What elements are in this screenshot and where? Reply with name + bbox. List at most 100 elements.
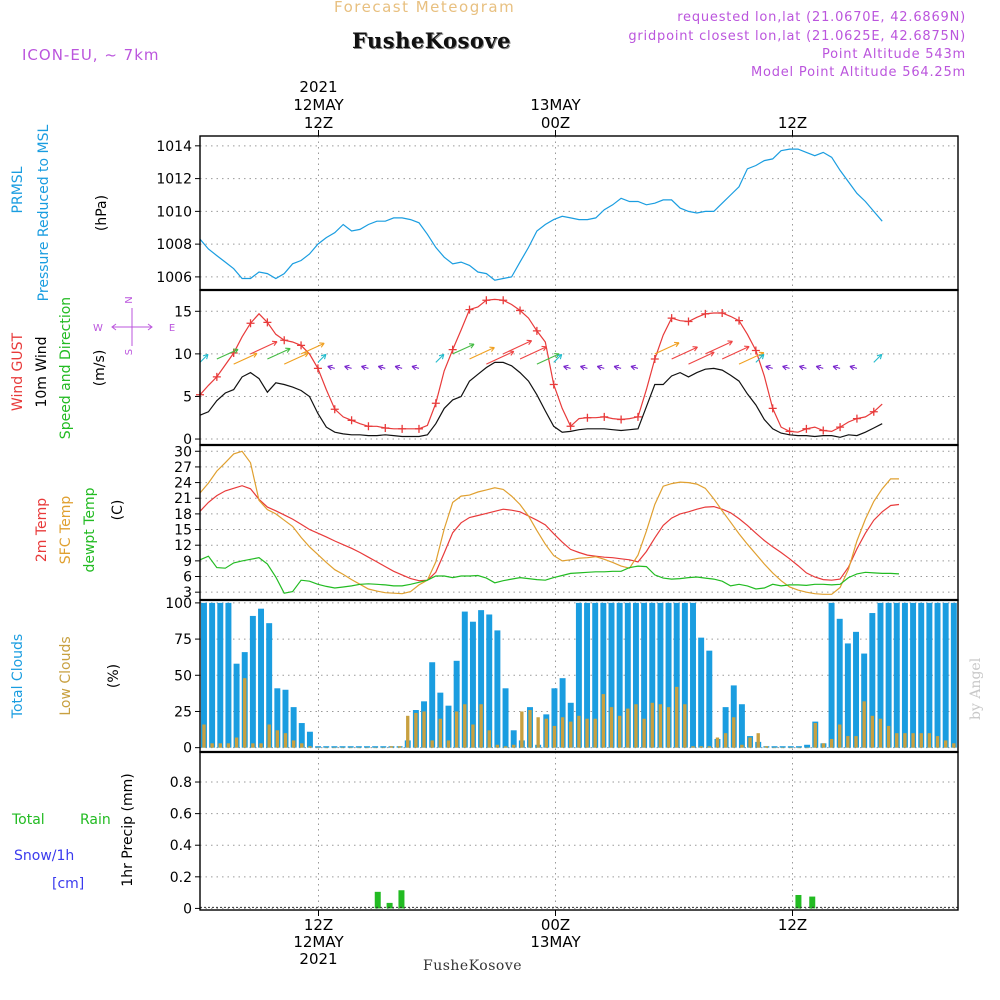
gust-marker [448,345,457,354]
bar-low-clouds [275,730,280,748]
gust-marker [836,423,845,432]
wind-arrow [553,354,563,363]
bar-low-clouds [357,747,361,749]
bar-low-clouds [699,746,703,748]
bar-low-clouds [813,723,817,748]
bar-low-clouds [748,737,752,748]
bar-total-clouds [918,602,925,748]
requested-coords: requested lon,lat (21.0670E, 42.6869N) [677,10,966,25]
bottom-time-label: 12Z [778,916,807,934]
bar-low-clouds [414,712,418,748]
wind-arrow-head [580,364,586,371]
wind-arrow [519,346,547,360]
wind-arrow [317,354,327,363]
bar-total-clouds [624,602,631,748]
bar-total-clouds [469,621,476,748]
wind-arrow [849,365,858,369]
wind-arrow [435,354,445,363]
wind-arrow-head [782,364,788,371]
gust-marker [212,372,221,381]
y-tick-label: 6 [183,570,192,586]
bar-total-clouds [893,602,900,748]
bar-total-clouds [722,707,729,748]
bar-total-clouds [690,602,696,748]
bar-total-clouds [706,650,713,748]
bar-low-clouds [332,747,337,749]
bar-total-clouds [836,618,843,748]
bar-low-clouds [838,724,842,748]
wind-arrow-head [832,364,839,371]
bar-low-clouds [675,686,679,748]
top-time-label: 00Z [541,114,570,132]
gust-marker [465,305,474,314]
ylabel-speed-dir: Speed and Direction [58,297,74,439]
wind-arrow [738,352,765,365]
bar-total-clouds [209,602,216,748]
bar-total-clouds [575,602,582,748]
gust-marker [381,423,390,432]
bar-low-clouds [446,740,451,748]
bar-low-clouds [601,694,606,748]
y-tick-label: 100 [165,596,192,612]
wind-arrow [300,342,325,355]
bar-total-clouds [942,602,949,748]
ylabel-10m-wind: 10m Wind [34,336,50,407]
ylabel-prmsl: PRMSL [10,166,26,213]
bar-total-clouds [486,614,493,748]
bar-total-clouds [738,704,745,748]
y-tick-label: 75 [174,632,192,648]
y-tick-label: 1012 [156,172,192,188]
wind-arrow [563,365,571,369]
bar-low-clouds [259,743,263,748]
point-altitude: Point Altitude 543m [821,47,966,62]
wind-arrow-head [541,345,547,352]
bar-low-clouds [202,724,206,748]
bar-low-clouds [911,733,915,748]
compass-e: E [169,323,175,334]
wind-arrow [283,352,309,365]
gust-marker [735,316,744,325]
ylabel-2m-temp: 2m Temp [34,498,50,562]
wind-arrow [782,365,790,369]
gust-marker [785,427,794,436]
bar-low-clouds [438,718,443,748]
bar-total-clouds [657,602,664,748]
bar-low-clouds [340,747,345,749]
series-2m-temp [199,485,900,582]
gust-marker [280,336,289,345]
wind-arrow-head [849,364,855,371]
bar-low-clouds [495,744,500,748]
bar-total-clouds [217,602,224,748]
wind-arrow-head [344,364,350,371]
wind-arrow-head [438,353,445,360]
wind-arrow [536,353,560,365]
wind-arrow [486,350,515,365]
bar-low-clouds [617,715,622,748]
y-tick-label: 25 [174,704,192,720]
bar-low-clouds [544,718,548,748]
top-time-label: 12MAY [293,96,344,114]
wind-arrow [688,351,715,365]
bar-low-clouds [854,736,858,748]
gust-marker [802,424,811,433]
bar-low-clouds [226,743,231,748]
bar-low-clouds [756,733,760,748]
ylabel-total-clouds: Total Clouds [10,634,26,719]
bar-low-clouds [283,733,288,748]
bar-low-clouds [691,746,695,748]
series-prmsl [199,148,883,281]
wind-arrow-head [203,353,209,360]
wind-arrow [344,365,352,369]
gust-marker [667,314,676,323]
bar-total-clouds [315,746,322,748]
bar-total-clouds [201,602,207,748]
bar-low-clouds [430,740,434,748]
bar-total-clouds [258,608,265,748]
bottom-time-label: 12MAY [293,933,344,951]
bar-low-clouds [772,747,777,749]
bar-rain [386,902,393,909]
wind-arrow-head [692,346,698,352]
wind-arrow [199,354,209,363]
y-tick-label: 0 [183,901,192,917]
bar-total-clouds [249,615,256,748]
